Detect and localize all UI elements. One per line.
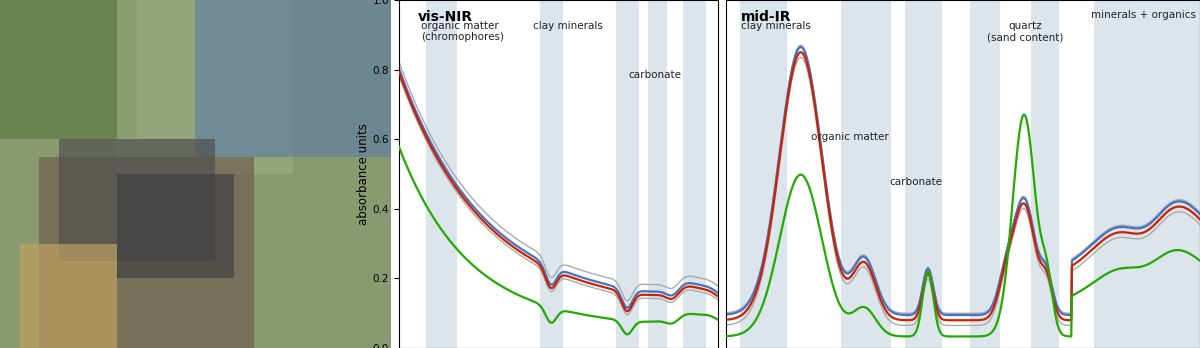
Bar bbox=[648, 0, 667, 348]
Text: clay minerals: clay minerals bbox=[533, 21, 604, 31]
Text: mid-IR: mid-IR bbox=[740, 10, 791, 24]
Text: quartz
(sand content): quartz (sand content) bbox=[986, 21, 1063, 42]
Y-axis label: absorbance units: absorbance units bbox=[356, 123, 370, 225]
Bar bbox=[740, 0, 787, 348]
Bar bbox=[1031, 0, 1060, 348]
Text: vis-NIR: vis-NIR bbox=[418, 10, 473, 24]
Bar bbox=[540, 0, 563, 348]
Bar bbox=[426, 0, 456, 348]
Text: organic matter: organic matter bbox=[810, 132, 888, 142]
Text: carbonate: carbonate bbox=[628, 70, 680, 80]
Bar bbox=[0, 0, 137, 139]
Bar bbox=[118, 174, 234, 278]
Text: clay minerals: clay minerals bbox=[740, 21, 810, 31]
Bar bbox=[970, 0, 1000, 348]
Bar bbox=[617, 0, 640, 348]
Bar bbox=[19, 244, 118, 348]
Text: carbonate: carbonate bbox=[889, 177, 942, 188]
Text: minerals + organics: minerals + organics bbox=[1091, 10, 1195, 21]
Text: organic matter
(chromophores): organic matter (chromophores) bbox=[421, 21, 504, 42]
Bar bbox=[118, 0, 293, 174]
Bar bbox=[1094, 0, 1200, 348]
Bar bbox=[684, 0, 707, 348]
Bar bbox=[59, 139, 215, 261]
Bar bbox=[40, 157, 254, 348]
Bar bbox=[841, 0, 892, 348]
Bar bbox=[905, 0, 942, 348]
Bar bbox=[196, 0, 391, 157]
